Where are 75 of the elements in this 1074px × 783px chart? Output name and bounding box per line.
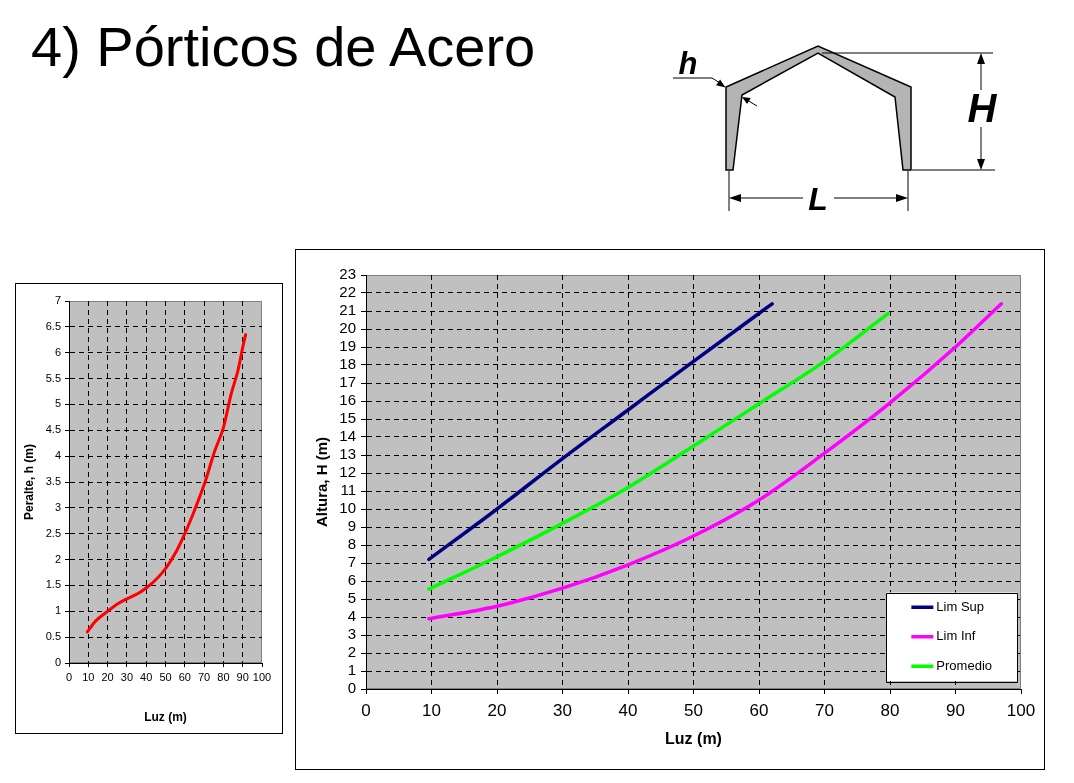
y-tick-label: 3: [347, 625, 356, 643]
x-tick-label: 80: [880, 700, 900, 720]
legend-label: Lim Sup: [936, 598, 985, 614]
y-tick-label: 9: [347, 517, 356, 535]
x-tick-label: 90: [946, 700, 965, 720]
y-tick-label: 2: [347, 643, 356, 661]
y-tick-label: 1.5: [45, 578, 61, 591]
y-tick-label: 1: [347, 661, 356, 679]
x-axis-title: Luz (m): [665, 729, 722, 747]
y-tick-label: 15: [339, 409, 356, 427]
x-tick-label: 70: [815, 700, 834, 720]
legend-label: Lim Inf: [936, 628, 976, 644]
y-tick-label: 16: [339, 391, 356, 409]
y-tick-label: 1: [54, 604, 61, 617]
line-series: [85, 333, 248, 634]
x-tick-label: 100: [1006, 700, 1036, 720]
x-axis-title: Luz (m): [144, 710, 187, 725]
line-series: [427, 302, 1004, 621]
x-tick-label: 50: [159, 670, 172, 683]
y-tick-label: 18: [339, 355, 356, 373]
y-tick-label: 13: [339, 445, 356, 463]
y-tick-label: 4: [347, 607, 356, 625]
chart-title: 4) Pórticos de Acero: [31, 15, 536, 78]
y-tick-label: 7: [54, 294, 61, 307]
y-tick-label: 11: [340, 481, 356, 499]
x-tick-label: 20: [101, 670, 114, 683]
y-tick-label: 22: [339, 283, 356, 301]
y-axis-title: Peralte, h (m): [21, 443, 36, 521]
x-tick-label: 0: [65, 670, 73, 683]
x-tick-label: 60: [749, 700, 769, 720]
x-tick-label: 30: [120, 670, 134, 683]
x-tick-label: 80: [217, 670, 230, 683]
y-tick-label: 23: [339, 265, 356, 283]
x-tick-label: 40: [618, 700, 638, 720]
y-tick-label: 0: [54, 656, 61, 669]
y-axis-title: Altura, H (m): [313, 437, 331, 527]
y-tick-label: 2.5: [45, 526, 61, 539]
y-tick-label: 3.5: [45, 475, 61, 488]
y-tick-label: 6: [347, 571, 356, 589]
line-series: [427, 302, 774, 562]
y-tick-label: 17: [339, 373, 356, 391]
x-tick-label: 10: [422, 700, 441, 720]
y-tick-label: 8: [347, 535, 356, 553]
y-tick-label: 2: [54, 552, 61, 565]
y-tick-label: 6.5: [45, 319, 61, 332]
text: H: [967, 86, 998, 130]
y-tick-label: 5.5: [45, 371, 61, 384]
text: h: [678, 46, 698, 81]
x-tick-label: 20: [487, 700, 507, 720]
y-tick-label: 12: [339, 463, 356, 481]
y-tick-label: 21: [339, 301, 356, 319]
text: L: [808, 181, 828, 217]
line-series: [427, 311, 890, 591]
legend-label: Promedio: [936, 657, 992, 673]
y-tick-label: 14: [339, 427, 356, 445]
y-tick-label: 5: [347, 589, 356, 607]
x-tick-label: 100: [252, 670, 272, 683]
y-tick-label: 3: [54, 500, 61, 513]
y-tick-label: 20: [339, 319, 356, 337]
y-tick-label: 10: [339, 499, 356, 517]
y-tick-label: 6: [54, 345, 61, 358]
x-tick-label: 30: [553, 700, 572, 720]
x-tick-label: 40: [140, 670, 153, 683]
y-tick-label: 19: [339, 337, 356, 355]
x-tick-label: 50: [684, 700, 703, 720]
x-tick-label: 0: [361, 700, 371, 720]
y-tick-label: 0.5: [45, 630, 61, 643]
y-tick-label: 4: [54, 449, 61, 462]
x-tick-label: 70: [197, 670, 211, 683]
x-tick-label: 60: [178, 670, 191, 683]
y-tick-label: 4.5: [45, 423, 61, 436]
x-tick-label: 90: [236, 670, 249, 683]
x-tick-label: 10: [82, 670, 95, 683]
y-tick-label: 7: [347, 553, 356, 571]
y-tick-label: 5: [54, 397, 61, 410]
